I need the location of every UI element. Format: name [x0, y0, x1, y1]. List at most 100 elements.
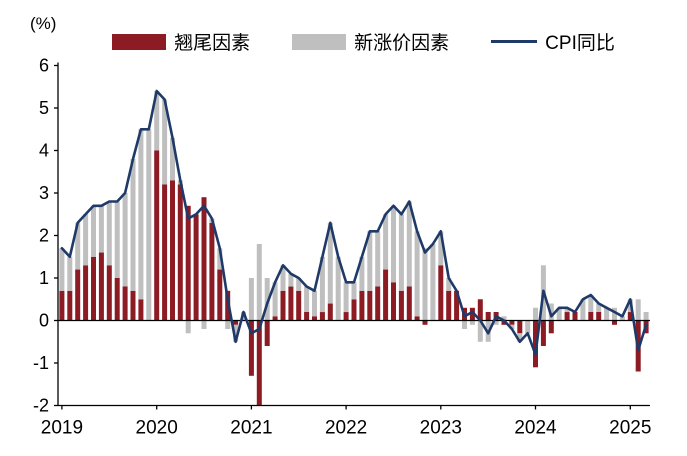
x-tick-label: 2020 [136, 418, 178, 439]
bar-carryover [588, 312, 594, 321]
x-tick-label: 2023 [420, 418, 462, 439]
bar-carryover [193, 214, 199, 321]
bar-new_price [98, 205, 104, 253]
bar-carryover [288, 286, 294, 321]
legend-label-new-price: 新涨价因素 [354, 33, 450, 54]
bar-carryover [201, 197, 207, 321]
bar-new_price [83, 214, 89, 266]
bar-carryover [130, 290, 136, 321]
bar-carryover [596, 312, 602, 321]
bar-carryover [122, 286, 128, 321]
bar-new_price [604, 307, 610, 321]
bar-new_price [359, 256, 365, 291]
legend-label-carryover: 翘尾因素 [174, 33, 251, 54]
bar-new_price [154, 91, 160, 151]
bar-new_price [391, 205, 396, 283]
bar-carryover [414, 316, 420, 321]
bar-new_price [351, 282, 357, 300]
bar-carryover [627, 312, 633, 321]
bar-carryover [351, 299, 357, 321]
bar-carryover [540, 320, 546, 346]
bar-new_price [248, 278, 254, 321]
bar-carryover [154, 150, 160, 321]
bar-carryover [343, 312, 349, 321]
bar-carryover [564, 312, 570, 321]
bar-carryover [454, 290, 460, 321]
bar-carryover [170, 180, 175, 321]
bar-new_price [59, 248, 65, 291]
bar-new_price [556, 307, 562, 321]
bar-new_price [462, 320, 467, 329]
bar-new_price [635, 299, 641, 321]
bar-carryover [59, 290, 65, 321]
bar-carryover [422, 320, 428, 325]
legend-label-cpi-line: CPI同比 [545, 33, 615, 54]
bar-new_price [501, 316, 507, 321]
bar-carryover [509, 320, 515, 325]
bar-new_price [67, 256, 73, 291]
bar-new_price [114, 201, 120, 278]
y-tick-label: 1 [39, 268, 49, 288]
bar-new_price [643, 312, 649, 321]
bar-new_price [580, 299, 586, 321]
bar-new_price [91, 205, 96, 257]
bar-new_price [414, 231, 420, 317]
bar-new_price [335, 256, 341, 321]
bar-carryover [248, 320, 254, 376]
bar-new_price [533, 307, 538, 321]
legend-item-carryover: 翘尾因素 [112, 28, 250, 55]
legend-item-new-price: 新涨价因素 [292, 28, 449, 55]
bar-carryover [359, 290, 365, 321]
bar-carryover [438, 265, 444, 321]
bar-new_price [619, 316, 625, 321]
bar-new_price [280, 265, 286, 291]
bar-carryover [272, 316, 278, 321]
bar-new_price [564, 307, 570, 313]
bar-carryover [304, 312, 310, 321]
bar-new_price [201, 320, 207, 329]
bar-new_price [469, 320, 475, 325]
bar-new_price [312, 290, 317, 317]
bar-new_price [525, 320, 531, 334]
y-tick-label: 6 [39, 56, 49, 76]
bar-carryover [312, 316, 317, 321]
bar-new_price [319, 256, 325, 313]
bar-new_price [509, 324, 515, 330]
bar-new_price [162, 99, 168, 185]
bar-new_price [406, 201, 412, 287]
y-tick-label: -2 [33, 396, 49, 416]
legend-swatch-new-price [292, 33, 347, 50]
x-tick-label: 2021 [230, 418, 272, 439]
y-tick-label: 5 [39, 98, 49, 118]
bar-new_price [477, 320, 483, 342]
bar-new_price [185, 320, 191, 334]
bar-new_price [517, 333, 523, 342]
bar-new_price [327, 222, 333, 304]
cpi-line [60, 89, 648, 356]
bar-new_price [367, 231, 373, 291]
bar-new_price [493, 320, 499, 325]
bar-new_price [75, 222, 81, 270]
y-tick-label: 3 [39, 183, 49, 203]
bar-carryover [572, 312, 578, 321]
bar-carryover [469, 307, 475, 321]
bar-carryover [138, 299, 144, 321]
legend-item-cpi-line: CPI同比 [491, 28, 615, 55]
bar-new_price [256, 244, 262, 321]
bar-new_price [438, 231, 444, 266]
bar-new_price [422, 248, 428, 321]
bar-new_price [288, 273, 294, 287]
bar-carryover [83, 265, 89, 321]
bar-carryover [612, 320, 617, 325]
bar-carryover [327, 303, 333, 321]
bar-carryover [391, 282, 396, 321]
bar-carryover [106, 265, 112, 321]
bar-new_price [264, 278, 270, 321]
bar-new_price [304, 286, 310, 312]
bar-new_price [217, 248, 223, 270]
bar-carryover [367, 290, 373, 321]
bar-new_price [170, 137, 175, 181]
bar-new_price [296, 278, 302, 291]
legend-swatch-cpi-line [491, 40, 538, 43]
